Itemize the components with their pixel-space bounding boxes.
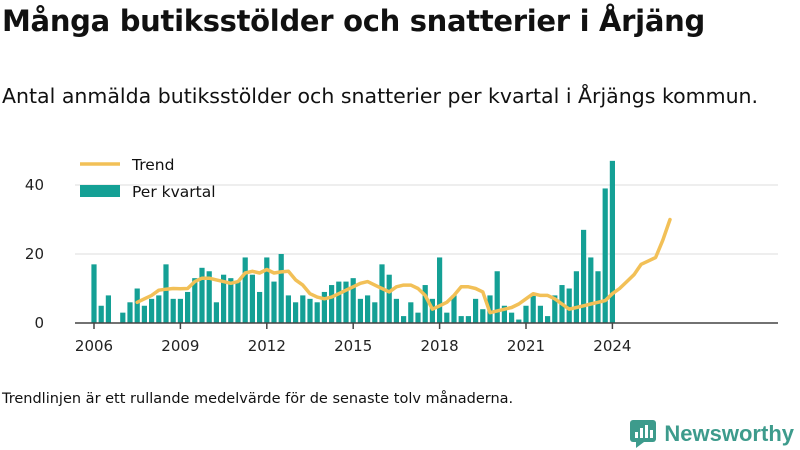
bar <box>170 298 176 323</box>
brand-name: Newsworthy <box>664 421 794 446</box>
bar <box>228 278 234 323</box>
bar <box>516 319 522 323</box>
bar <box>127 302 133 323</box>
bar <box>285 295 291 323</box>
bar <box>120 312 126 323</box>
bar <box>422 285 428 323</box>
chart-subtitle: Antal anmälda butiksstölder och snatteri… <box>2 84 759 108</box>
bar <box>386 274 392 323</box>
x-tick-label: 2018 <box>421 337 459 355</box>
bar <box>365 295 371 323</box>
bar <box>451 295 457 323</box>
bar <box>530 295 536 323</box>
bar <box>271 281 277 323</box>
bar <box>185 291 191 323</box>
bar <box>393 298 399 323</box>
bar <box>105 295 111 323</box>
bar <box>192 278 198 323</box>
newsworthy-logo-icon <box>630 420 657 448</box>
bar <box>141 305 147 323</box>
legend-trend-label: Trend <box>131 156 174 174</box>
x-axis: 2006 2009 2012 2015 2018 2021 2024 <box>75 322 778 355</box>
bar <box>199 267 205 323</box>
bar <box>473 298 479 323</box>
brand: Newsworthy <box>630 420 794 448</box>
footnote: Trendlinjen är ett rullande medelvärde f… <box>2 391 514 407</box>
bar <box>609 160 615 323</box>
y-tick-label: 40 <box>25 176 44 194</box>
y-tick-label: 20 <box>25 245 44 263</box>
bar <box>329 285 335 323</box>
bar <box>307 298 313 323</box>
bar <box>156 295 162 323</box>
bar <box>293 302 299 323</box>
legend-bars-label: Per kvartal <box>132 183 216 201</box>
bar <box>415 312 421 323</box>
x-tick-label: 2006 <box>75 337 113 355</box>
legend: Trend Per kvartal <box>80 156 216 201</box>
chart-title: Många butiksstölder och snatterier i Årj… <box>2 4 705 38</box>
bar <box>573 271 579 323</box>
bar <box>235 281 241 323</box>
trend-line <box>135 217 672 315</box>
bar <box>213 302 219 323</box>
bar <box>206 271 212 323</box>
bar <box>401 316 407 323</box>
bar <box>257 291 263 323</box>
bar <box>552 295 558 323</box>
bar <box>566 288 572 323</box>
bar <box>480 309 486 323</box>
bar <box>300 295 306 323</box>
bar <box>545 316 551 323</box>
bar <box>350 278 356 323</box>
bar <box>242 257 248 323</box>
bar <box>588 257 594 323</box>
bar <box>336 281 342 323</box>
bar <box>321 291 327 323</box>
y-tick-label: 0 <box>34 314 44 332</box>
bar <box>134 288 140 323</box>
bar <box>523 305 529 323</box>
x-tick-label: 2009 <box>161 337 199 355</box>
bar <box>494 271 500 323</box>
bar <box>602 188 608 323</box>
bar <box>264 257 270 323</box>
bar-series <box>91 160 615 323</box>
bar <box>465 316 471 323</box>
x-tick-label: 2021 <box>507 337 545 355</box>
bar <box>509 312 515 323</box>
bar <box>408 302 414 323</box>
grid-lines: 0 20 40 <box>25 176 778 332</box>
bar <box>501 305 507 323</box>
bar <box>177 298 183 323</box>
bar <box>249 274 255 323</box>
bar <box>537 305 543 323</box>
bar <box>91 264 97 323</box>
bar <box>372 302 378 323</box>
bar <box>163 264 169 323</box>
x-tick-label: 2012 <box>248 337 286 355</box>
bar <box>458 316 464 323</box>
legend-bars-swatch <box>80 185 120 197</box>
x-tick-label: 2015 <box>334 337 372 355</box>
chart: 0 20 40 2006 2009 2012 2015 2018 2021 2024 Trend… <box>25 156 778 355</box>
bar <box>343 281 349 323</box>
bar <box>357 298 363 323</box>
bar <box>278 254 284 323</box>
bar <box>437 257 443 323</box>
bar <box>314 302 320 323</box>
bar <box>149 298 155 323</box>
bar <box>444 312 450 323</box>
bar <box>221 274 227 323</box>
bar <box>98 305 104 323</box>
bar <box>595 271 601 323</box>
bar <box>379 264 385 323</box>
x-tick-label: 2024 <box>593 337 631 355</box>
bar <box>581 229 587 323</box>
